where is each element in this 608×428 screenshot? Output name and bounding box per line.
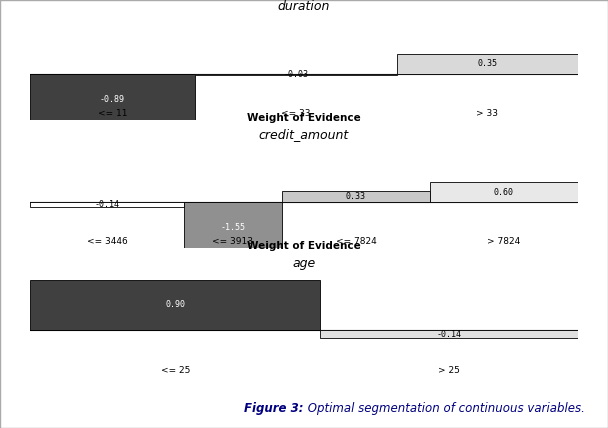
- Text: 0.60: 0.60: [494, 187, 514, 197]
- Bar: [430, 182, 578, 202]
- Text: Weight of Evidence: Weight of Evidence: [247, 241, 361, 251]
- Text: 0.90: 0.90: [165, 300, 185, 309]
- Text: -0.14: -0.14: [437, 330, 461, 339]
- Text: credit_amount: credit_amount: [259, 128, 349, 141]
- Text: <= 3446: <= 3446: [86, 237, 128, 246]
- Bar: [397, 54, 578, 74]
- Bar: [184, 202, 282, 253]
- Text: -0.14: -0.14: [94, 200, 120, 209]
- Text: > 25: > 25: [438, 366, 460, 374]
- Bar: [195, 74, 397, 75]
- Bar: [30, 74, 195, 125]
- Text: <= 11: <= 11: [98, 109, 127, 118]
- Bar: [30, 202, 184, 207]
- Text: -1.55: -1.55: [220, 223, 246, 232]
- Text: 0.35: 0.35: [477, 59, 497, 68]
- Text: -0.03: -0.03: [283, 70, 308, 79]
- Text: Weight of Evidence: Weight of Evidence: [247, 113, 361, 123]
- Text: duration: duration: [278, 0, 330, 13]
- Bar: [320, 330, 578, 338]
- Text: 0.33: 0.33: [346, 192, 366, 201]
- Text: <= 33: <= 33: [281, 109, 311, 118]
- Bar: [282, 191, 430, 202]
- Text: <= 25: <= 25: [161, 366, 190, 374]
- Bar: [30, 279, 320, 330]
- Text: age: age: [292, 257, 316, 270]
- Text: > 7824: > 7824: [487, 237, 520, 246]
- Text: Figure 3:: Figure 3:: [244, 402, 304, 415]
- Text: -0.89: -0.89: [100, 95, 125, 104]
- Text: Optimal segmentation of continuous variables.: Optimal segmentation of continuous varia…: [304, 402, 585, 415]
- Text: <= 7824: <= 7824: [336, 237, 376, 246]
- Text: <= 3913: <= 3913: [212, 237, 254, 246]
- Text: > 33: > 33: [476, 109, 499, 118]
